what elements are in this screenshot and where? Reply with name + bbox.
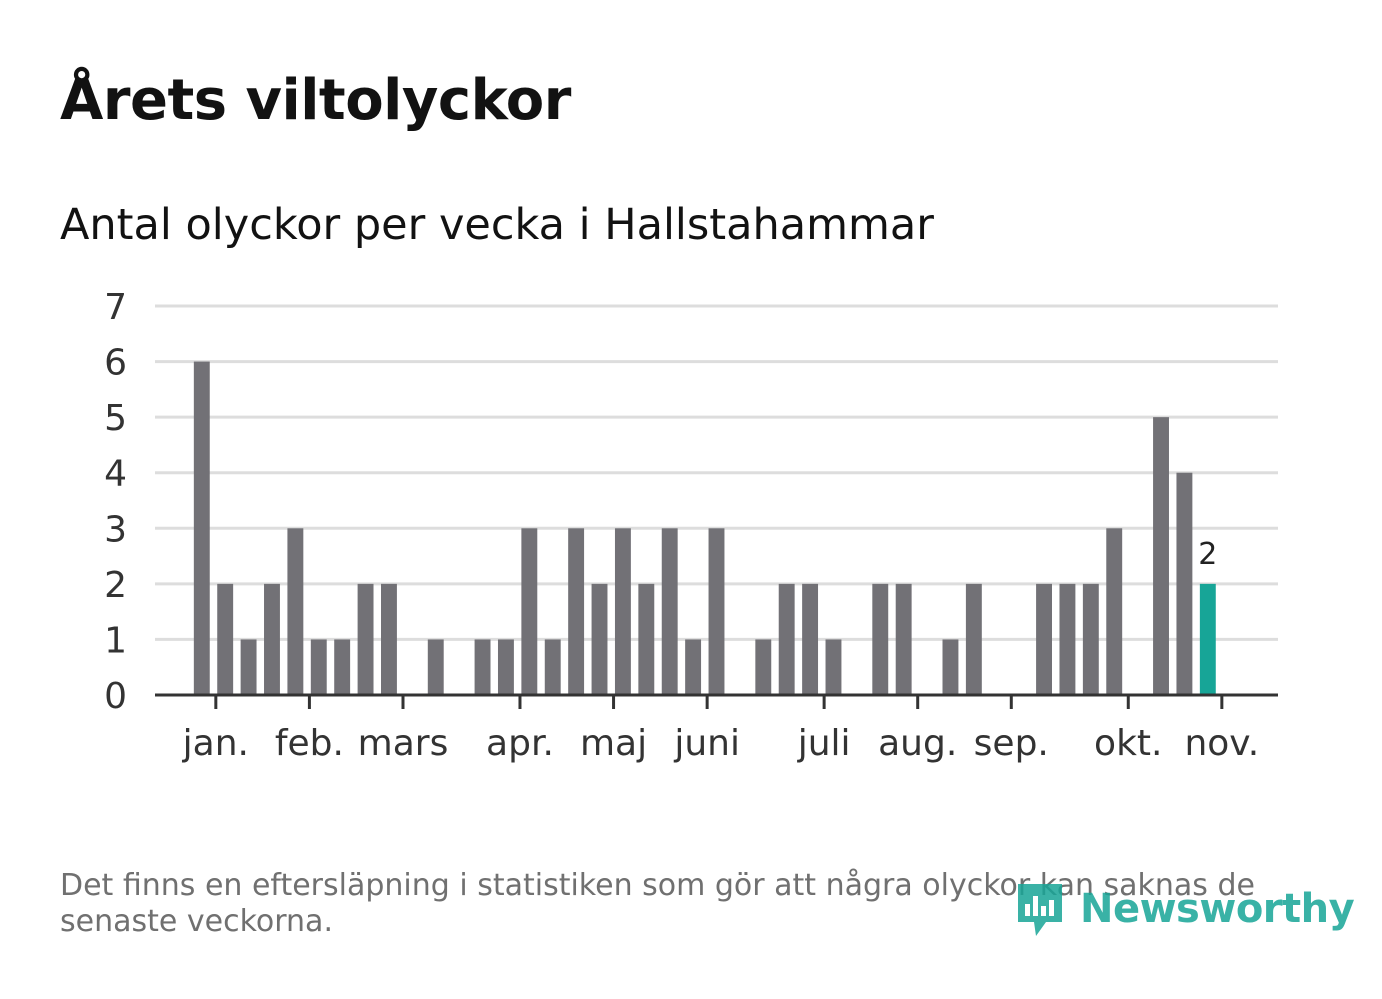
bar (778, 583, 795, 695)
bar (1059, 583, 1076, 695)
bar (802, 583, 819, 695)
bar (357, 583, 374, 695)
bar (895, 583, 912, 695)
bar (638, 583, 655, 695)
bar (1082, 583, 1099, 695)
bar (568, 528, 585, 695)
y-tick-label: 2 (104, 565, 127, 606)
bar (381, 583, 397, 695)
x-tick-label: okt. (1094, 723, 1162, 764)
y-tick-label: 4 (104, 454, 127, 495)
bar (872, 583, 889, 695)
x-tick-label: nov. (1184, 723, 1259, 764)
bar (310, 639, 327, 695)
bar (474, 639, 491, 695)
x-tick-label: mars (358, 723, 449, 764)
chart-title: Årets viltolyckor (60, 68, 571, 133)
y-tick-label: 0 (104, 676, 127, 717)
newsworthy-logo-icon (1018, 884, 1062, 936)
x-tick-label: juli (797, 723, 851, 764)
bar (755, 639, 772, 695)
y-tick-label: 3 (104, 509, 127, 550)
bar (521, 528, 538, 695)
x-tick-label: jan. (182, 723, 249, 764)
x-tick-label: juni (673, 723, 740, 764)
bar-series: 2 (193, 361, 1217, 695)
bar (942, 639, 959, 695)
logo-text: Newsworthy (1080, 886, 1355, 932)
bar (193, 361, 210, 695)
bar (1153, 417, 1169, 695)
y-tick-label: 5 (104, 398, 127, 439)
bar (217, 583, 234, 695)
bar (427, 639, 444, 695)
bar (591, 583, 608, 695)
y-tick-label: 1 (104, 620, 127, 661)
bar-highlight (1199, 583, 1216, 695)
bar (965, 583, 982, 695)
y-tick-label: 7 (104, 287, 127, 328)
x-tick-label: aug. (878, 723, 957, 764)
x-tick-label: apr. (486, 723, 554, 764)
x-tick-label: sep. (974, 723, 1049, 764)
bar (264, 583, 280, 695)
x-tick-label: feb. (275, 723, 344, 764)
bar (685, 639, 702, 695)
bar (661, 528, 678, 695)
y-axis: 0 1 2 3 4 5 6 7 (104, 287, 127, 717)
bar (287, 528, 304, 695)
x-axis: jan. feb. mars apr. maj juni juli aug. sep. okt. n… (155, 693, 1278, 764)
bar (544, 639, 561, 695)
chart-subtitle: Antal olyckor per vecka i Hallstahammar (60, 200, 934, 250)
bar (825, 639, 842, 695)
bar-data-label: 2 (1198, 537, 1217, 572)
bar (708, 528, 725, 695)
bar (1106, 528, 1123, 695)
bar (614, 528, 631, 695)
bar (1036, 583, 1052, 695)
bar (240, 639, 257, 695)
bar (334, 639, 351, 695)
y-tick-label: 6 (104, 343, 127, 384)
bar (1176, 472, 1193, 695)
newsworthy-logo: Newsworthy (1012, 878, 1355, 940)
bar (497, 639, 514, 695)
x-tick-label: maj (580, 723, 647, 764)
